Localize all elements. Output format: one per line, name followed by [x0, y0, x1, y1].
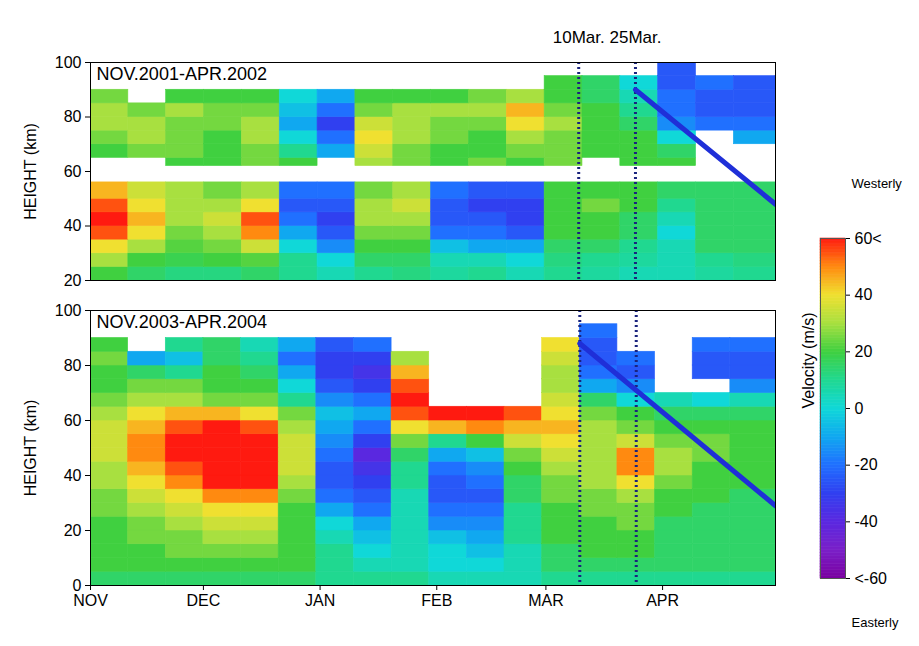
svg-text:Easterly: Easterly [852, 615, 899, 630]
svg-text:FEB: FEB [421, 592, 452, 609]
svg-text:100: 100 [55, 302, 82, 319]
svg-text:80: 80 [64, 108, 82, 125]
svg-text:10Mar.: 10Mar. [553, 28, 605, 47]
svg-text:100: 100 [55, 54, 82, 71]
svg-text:<-60: <-60 [855, 570, 888, 587]
svg-text:40: 40 [64, 467, 82, 484]
svg-text:60: 60 [64, 412, 82, 429]
svg-text:60<: 60< [855, 230, 882, 247]
svg-text:20: 20 [855, 343, 873, 360]
svg-text:NOV.2003-APR.2004: NOV.2003-APR.2004 [97, 312, 267, 332]
svg-text:HEIGHT (km): HEIGHT (km) [22, 123, 39, 220]
svg-text:Velocity (m/s): Velocity (m/s) [800, 312, 817, 408]
svg-text:NOV: NOV [73, 592, 108, 609]
svg-text:NOV.2001-APR.2002: NOV.2001-APR.2002 [97, 64, 267, 84]
svg-text:0: 0 [855, 400, 864, 417]
svg-text:40: 40 [64, 217, 82, 234]
svg-text:20: 20 [64, 522, 82, 539]
svg-text:-20: -20 [855, 456, 878, 473]
svg-text:MAR: MAR [528, 592, 564, 609]
svg-text:0: 0 [72, 576, 82, 594]
svg-text:-40: -40 [855, 513, 878, 530]
svg-text:60: 60 [64, 163, 82, 180]
svg-text:Westerly: Westerly [852, 176, 903, 191]
svg-text:20: 20 [64, 272, 82, 288]
svg-text:40: 40 [855, 286, 873, 303]
svg-text:DEC: DEC [187, 592, 221, 609]
svg-text:APR: APR [646, 592, 679, 609]
svg-text:HEIGHT (km): HEIGHT (km) [22, 400, 39, 497]
svg-text:80: 80 [64, 357, 82, 374]
svg-text:JAN: JAN [305, 592, 335, 609]
svg-text:25Mar.: 25Mar. [609, 28, 661, 47]
